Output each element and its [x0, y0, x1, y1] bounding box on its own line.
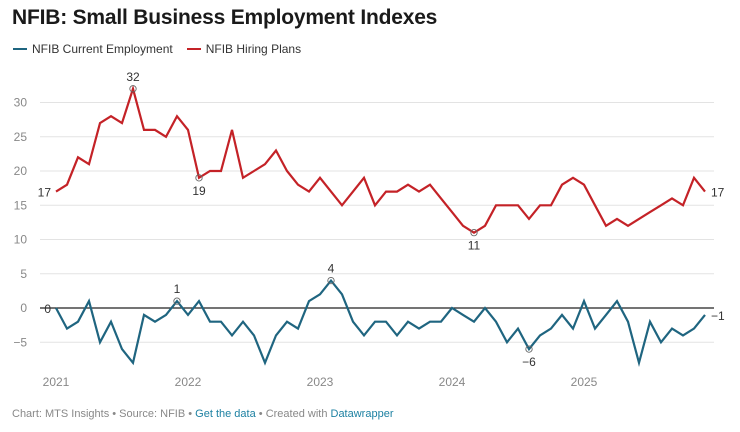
created-with-text: Created with: [265, 408, 331, 420]
data-label: 17: [38, 186, 52, 200]
legend-label: NFIB Hiring Plans: [205, 42, 302, 56]
annotation-marker: [525, 345, 533, 353]
y-tick-label: 25: [14, 130, 28, 144]
legend: NFIB Current Employment NFIB Hiring Plan…: [13, 42, 301, 56]
x-tick-label: 2022: [175, 375, 202, 389]
x-tick-label: 2021: [43, 375, 70, 389]
datawrapper-link[interactable]: Datawrapper: [330, 408, 394, 420]
chart-credit: Chart: MTS Insights: [12, 408, 110, 420]
data-label: 17: [711, 186, 725, 200]
legend-item-hiring-plans: NFIB Hiring Plans: [186, 42, 302, 56]
x-tick-label: 2025: [571, 375, 598, 389]
annotation-marker: [129, 85, 137, 93]
annotation-marker: [327, 276, 335, 285]
annotation-marker: [173, 297, 181, 305]
data-label: −1: [711, 309, 725, 323]
separator: •: [109, 408, 120, 420]
y-tick-label: 20: [14, 164, 28, 178]
data-label: 4: [328, 262, 335, 276]
data-label: 11: [468, 239, 481, 253]
get-the-data-link[interactable]: Get the data: [195, 408, 256, 420]
y-tick-label: 0: [20, 301, 27, 315]
annotation-marker: [195, 174, 203, 182]
footer: Chart: MTS Insights • Source: NFIB • Get…: [12, 408, 393, 420]
data-label: 32: [126, 70, 140, 84]
data-label: −6: [522, 355, 536, 369]
annotation-marker: [470, 228, 478, 237]
y-tick-label: 15: [14, 198, 28, 212]
legend-swatch-current-employment: [13, 48, 27, 50]
y-tick-label: 5: [20, 267, 27, 281]
y-tick-label: 10: [14, 233, 28, 247]
legend-item-current-employment: NFIB Current Employment: [13, 42, 173, 56]
current-employment-line: [55, 278, 706, 368]
x-tick-label: 2023: [307, 375, 334, 389]
y-tick-label: 30: [14, 96, 28, 110]
data-label: 1: [174, 282, 181, 296]
chart-title: NFIB: Small Business Employment Indexes: [12, 6, 438, 29]
separator: •: [255, 408, 266, 420]
x-tick-label: 2024: [439, 375, 466, 389]
source-credit: Source: NFIB: [119, 408, 186, 420]
hiring-plans-line: [55, 84, 706, 234]
data-label: 0: [44, 302, 51, 316]
y-tick-label: −5: [13, 335, 27, 349]
data-label: 19: [192, 184, 206, 198]
separator: •: [185, 408, 196, 420]
legend-label: NFIB Current Employment: [32, 42, 173, 56]
legend-swatch-hiring-plans: [186, 48, 201, 50]
